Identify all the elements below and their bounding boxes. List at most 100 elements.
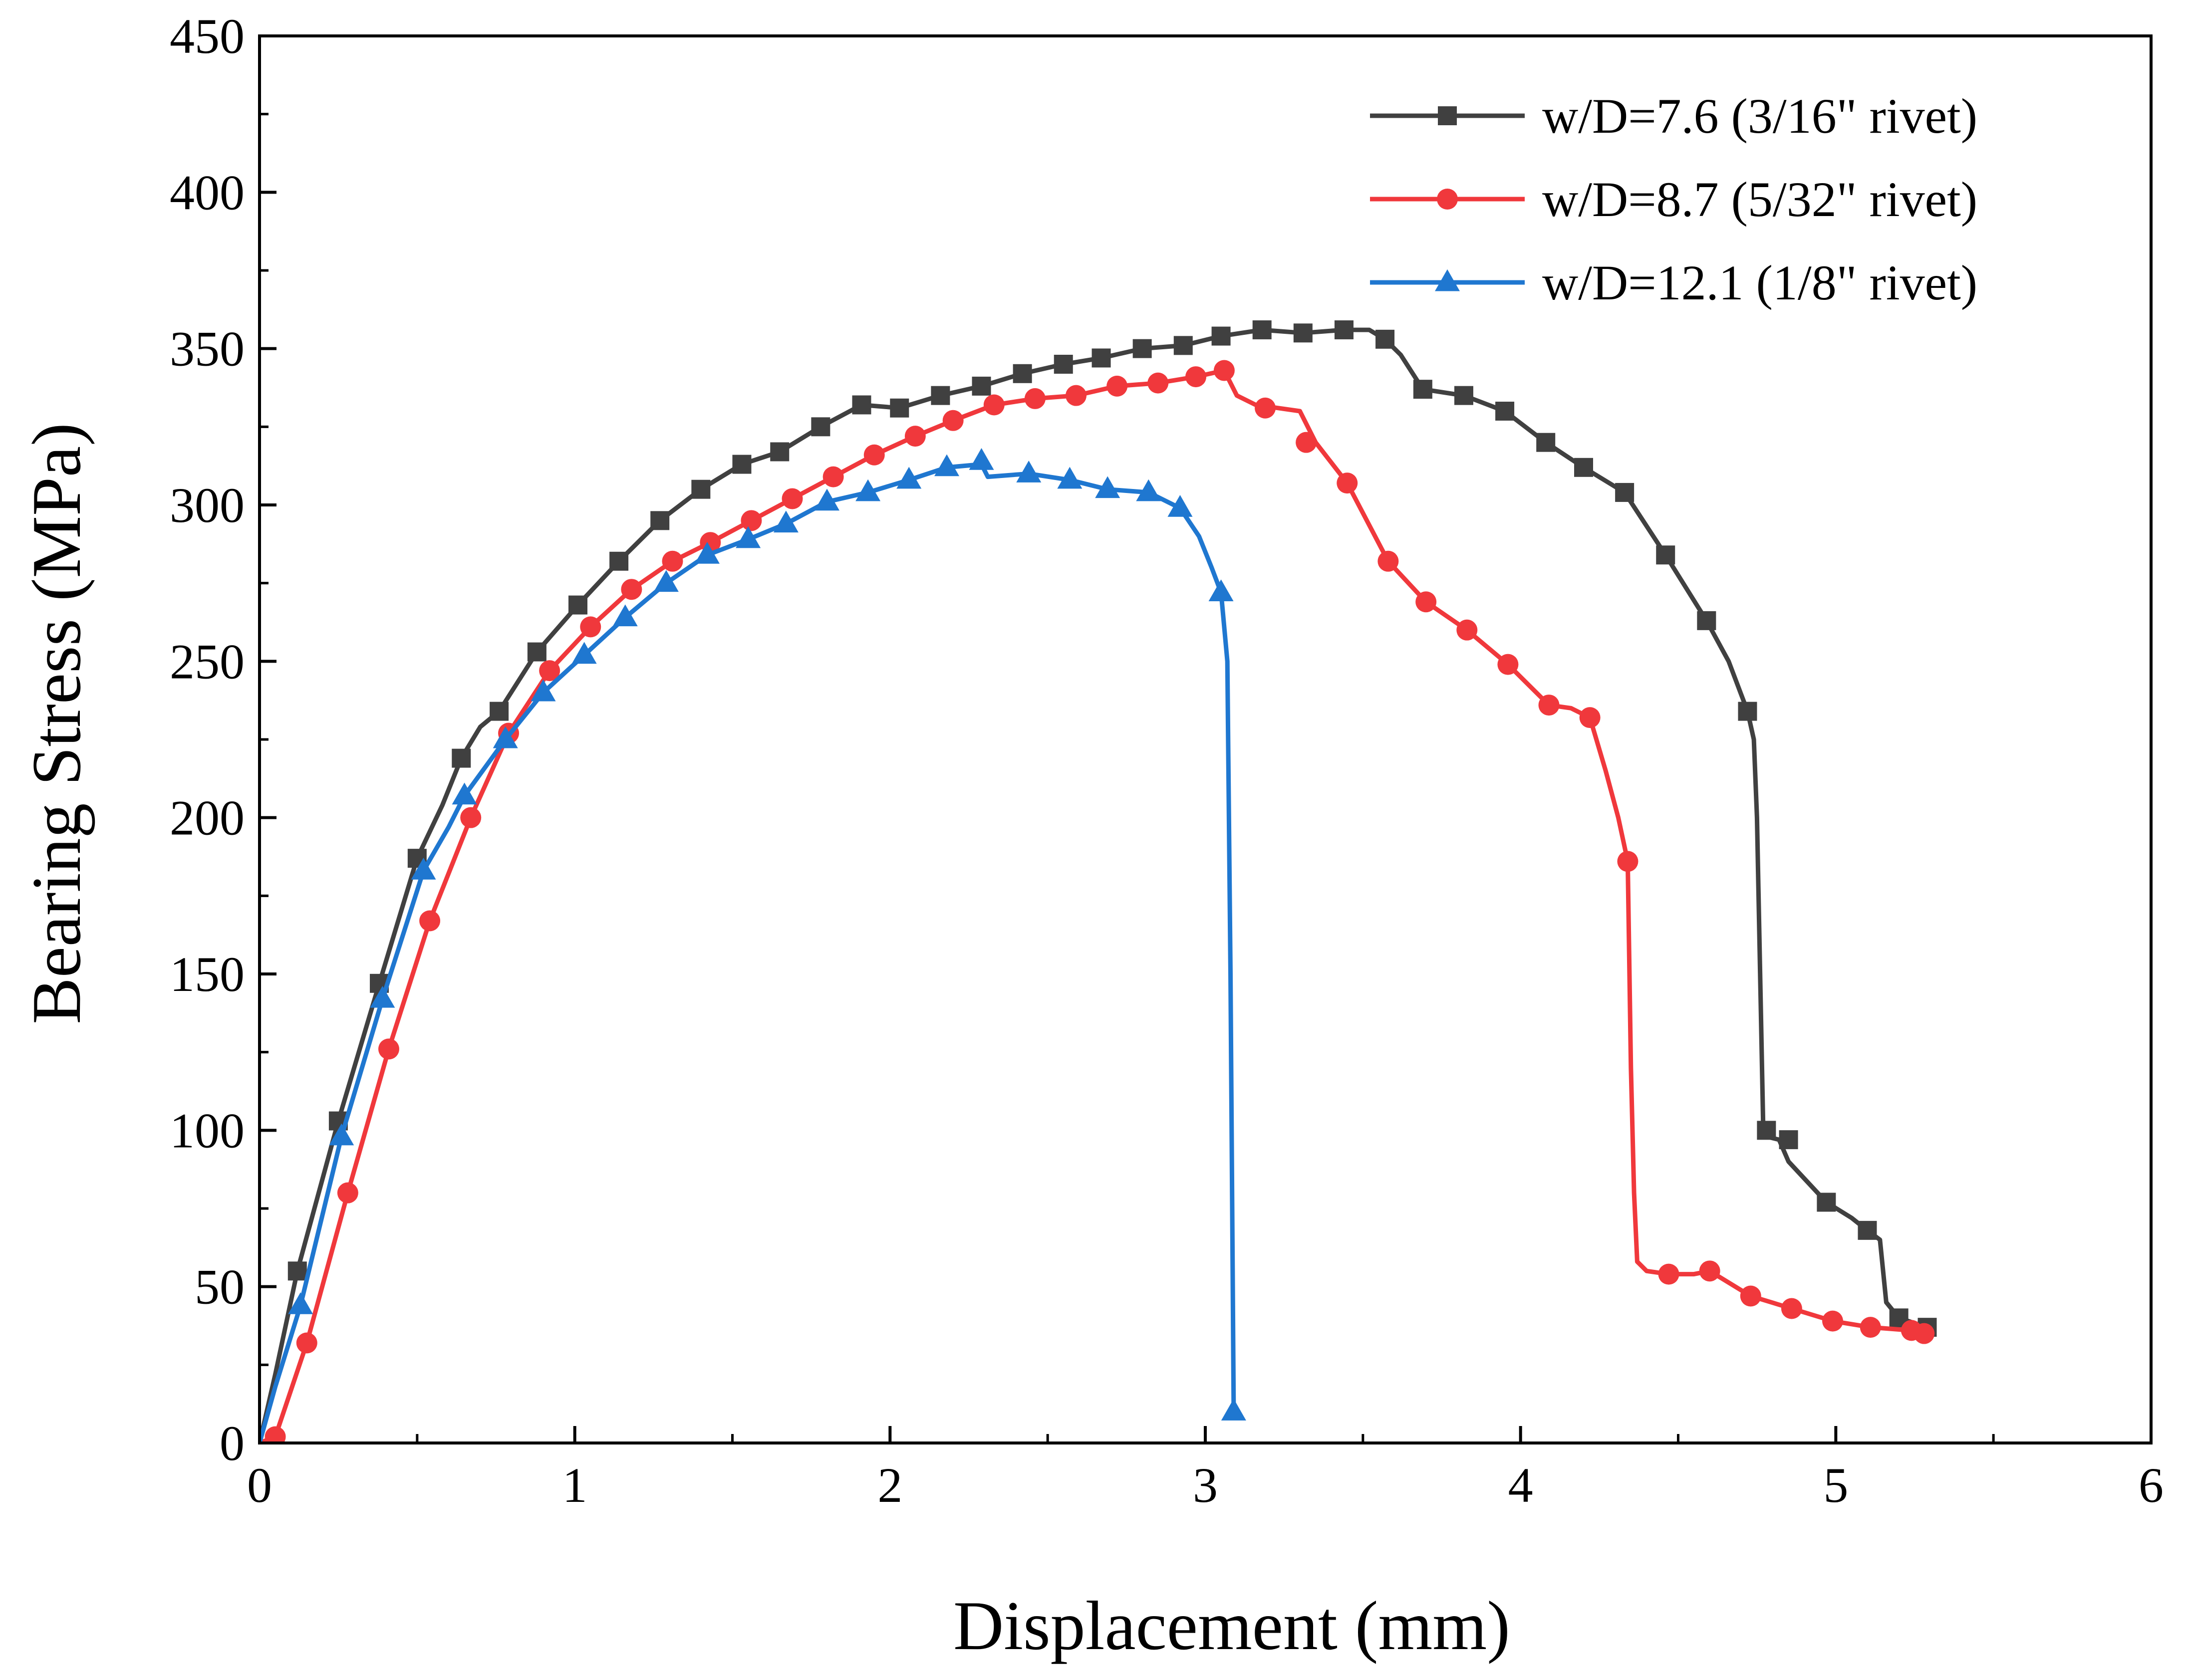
x-tick-label: 5: [1823, 1457, 1848, 1513]
series-w-d-7-6-point: [1013, 364, 1032, 383]
series-w-d-7-6-point: [1454, 386, 1473, 405]
series-w-d-7-6-point: [1252, 320, 1272, 340]
series-w-d-8-7-point: [904, 426, 926, 447]
series-w-d-8-7-point: [782, 488, 803, 509]
series-w-d-7-6-point: [1738, 702, 1757, 721]
y-tick-label: 50: [195, 1259, 245, 1315]
series-w-d-7-6-point: [890, 398, 909, 418]
series-w-d-8-7-point: [1213, 360, 1235, 381]
series-w-d-8-7-point: [580, 616, 601, 638]
series-w-d-7-6-point: [852, 395, 871, 415]
series-w-d-8-7-point: [1377, 550, 1399, 572]
series-w-d-7-6-point: [1779, 1130, 1798, 1150]
series-w-d-8-7-point: [1106, 375, 1128, 397]
y-tick-label: 100: [170, 1103, 245, 1158]
series-w-d-7-6-point: [1817, 1193, 1836, 1212]
series-w-d-12-1-point: [896, 467, 922, 489]
series-w-d-12-1-point: [1221, 1399, 1246, 1421]
series-w-d-8-7-point: [378, 1038, 399, 1060]
series-w-d-12-1-point: [969, 448, 994, 470]
series-w-d-7-6-point: [691, 480, 711, 499]
series-w-d-7-6-point: [1375, 329, 1395, 349]
series-w-d-7-6-point: [1173, 336, 1193, 355]
series-w-d-8-7-point: [296, 1332, 317, 1354]
series-w-d-8-7-point: [983, 394, 1005, 416]
series-w-d-8-7-point: [460, 807, 482, 828]
series-w-d-8-7-point: [1617, 851, 1639, 872]
series-w-d-8-7-point: [1658, 1263, 1679, 1285]
series-w-d-7-6-point: [1211, 326, 1231, 346]
x-tick-label: 0: [247, 1457, 272, 1513]
series-w-d-12-1-point: [736, 526, 761, 548]
series-w-d-12-1-point: [934, 454, 960, 477]
series-w-d-8-7-point: [419, 910, 441, 932]
series-w-d-12-1-point: [773, 510, 799, 533]
legend-label: w/D=12.1 (1/8" rivet): [1542, 255, 1977, 310]
y-tick-label: 350: [170, 321, 245, 377]
legend-item: w/D=7.6 (3/16" rivet): [1370, 88, 1977, 144]
series-w-d-8-7-point: [1579, 707, 1601, 728]
series-w-d-8-7-point: [1699, 1260, 1720, 1282]
series-w-d-7-6-point: [931, 386, 950, 405]
series-w-d-12-1-point: [1057, 467, 1083, 489]
y-axis-title: Bearing Stress (MPa): [18, 423, 95, 1024]
series-w-d-7-6-point: [490, 702, 509, 721]
y-tick-label: 200: [170, 790, 245, 846]
series-w-d-12-1-point: [1136, 479, 1161, 501]
series-w-d-12-1-point: [370, 985, 395, 1008]
x-tick-label: 2: [877, 1457, 902, 1513]
series-w-d-7-6-point: [1495, 402, 1515, 421]
series-w-d-12-1-point: [815, 488, 839, 511]
series-w-d-7-6-point: [811, 417, 830, 437]
axes: 0 1 2 3 4 5 6 0 50 100 150 200 250 300 350 400 450: [170, 8, 2164, 1513]
series-w-d-8-7-point: [1781, 1298, 1802, 1319]
series-w-d-12-1-point: [1095, 476, 1120, 498]
series-w-d-12-1-point: [452, 782, 477, 805]
series-w-d-8-7-point: [1024, 388, 1046, 409]
series-w-d-7-6-point: [1858, 1220, 1877, 1240]
x-axis-title: Displacement (mm): [953, 1587, 1510, 1665]
y-tick-label: 150: [170, 947, 245, 1002]
legend-marker: [1435, 269, 1460, 291]
series-w-d-7-6-point: [452, 748, 471, 768]
series-w-d-7-6-point: [1656, 545, 1675, 565]
y-tick-label: 450: [170, 8, 245, 64]
x-tick-label: 3: [1193, 1457, 1218, 1513]
series-w-d-7-6-point: [527, 642, 546, 662]
series-w-d-12-1-point: [1167, 495, 1193, 517]
series-w-d-8-7-point: [1296, 432, 1317, 453]
series-w-d-12-1-point: [531, 679, 556, 702]
series-w-d-8-7-point: [1913, 1323, 1935, 1344]
legend: w/D=7.6 (3/16" rivet) w/D=8.7 (5/32" rive…: [1370, 88, 1977, 310]
y-tick-label: 300: [170, 478, 245, 533]
series-w-d-12-1-point: [855, 479, 881, 501]
series-w-d-8-7: [260, 360, 1935, 1443]
series-w-d-7-6-point: [1574, 458, 1593, 477]
y-tick-label: 250: [170, 634, 245, 689]
series-w-d-7-6-point: [1413, 380, 1432, 399]
series-w-d-12-1-point: [288, 1292, 313, 1314]
x-tick-label: 1: [562, 1457, 587, 1513]
legend-marker: [1438, 106, 1457, 125]
series-w-d-7-6-point: [287, 1261, 307, 1281]
series-w-d-8-7-point: [1337, 473, 1358, 494]
plot-area: [260, 320, 1937, 1443]
series-w-d-12-1-point: [571, 642, 597, 664]
series-w-d-8-7-point: [942, 410, 964, 431]
series-w-d-12-1-point: [329, 1123, 354, 1146]
series-w-d-12-1-point: [493, 726, 518, 748]
series-w-d-7-6-point: [770, 442, 790, 462]
series-w-d-8-7-point: [1497, 654, 1519, 675]
series-w-d-8-7-point: [1255, 397, 1276, 419]
series-w-d-8-7-point: [1456, 619, 1478, 641]
series-w-d-8-7-point: [662, 550, 683, 572]
series-w-d-8-7-point: [822, 466, 844, 487]
legend-item: w/D=12.1 (1/8" rivet): [1370, 255, 1977, 310]
series-w-d-8-7-point: [1147, 372, 1169, 394]
series-w-d-7-6-point: [568, 595, 587, 615]
series-w-d-7-6-point: [609, 551, 629, 571]
y-tick-label: 400: [170, 165, 245, 220]
y-tick-label: 0: [220, 1416, 245, 1471]
series-w-d-12-1-line: [260, 462, 1236, 1443]
